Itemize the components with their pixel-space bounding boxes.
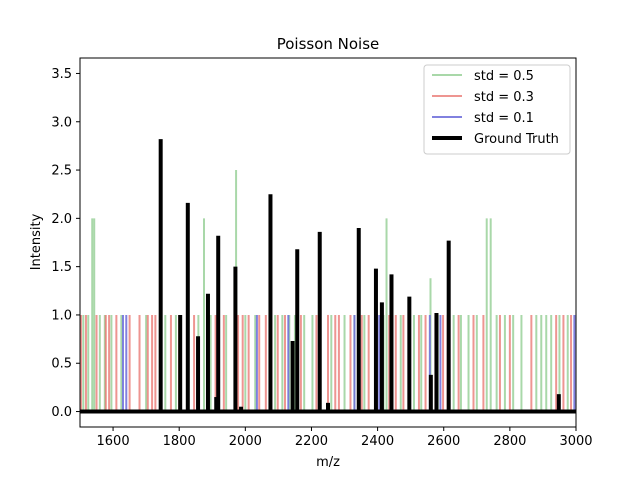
y-tick-label: 0.0 (51, 405, 72, 420)
y-tick-label: 3.5 (51, 67, 72, 82)
x-axis-label: m/z (316, 455, 340, 470)
x-tick-label: 1600 (97, 434, 130, 449)
y-axis-label: Intensity (29, 213, 44, 270)
y-tick-label: 0.5 (51, 357, 72, 372)
chart-title: Poisson Noise (277, 35, 380, 53)
legend: std = 0.5 std = 0.3 std = 0.1 Ground Truth (423, 64, 571, 155)
y-tick-label: 2.5 (51, 164, 72, 179)
series-std-0-5 (82, 170, 569, 412)
series-layer (79, 139, 576, 414)
legend-entry-label: std = 0.3 (474, 90, 534, 105)
y-tick-label: 1.0 (51, 308, 72, 323)
x-tick-label: 2400 (361, 434, 394, 449)
legend-entry-label: std = 0.1 (474, 111, 534, 126)
series-ground-truth (80, 139, 576, 414)
legend-box (423, 64, 571, 155)
x-axis: 1600 1800 2000 2200 2400 2600 2800 3000 (97, 427, 593, 449)
legend-entry-label: std = 0.5 (474, 69, 534, 84)
x-tick-label: 2200 (295, 434, 328, 449)
x-tick-label: 3000 (559, 434, 592, 449)
y-tick-label: 1.5 (51, 260, 72, 275)
x-tick-label: 2800 (493, 434, 526, 449)
x-tick-label: 2600 (427, 434, 460, 449)
x-tick-label: 1800 (163, 434, 196, 449)
legend-entry-label: Ground Truth (474, 132, 559, 147)
x-tick-label: 2000 (229, 434, 262, 449)
plot-frame (79, 57, 577, 428)
y-axis: 0.0 0.5 1.0 1.5 2.0 2.5 3.0 3.5 (51, 67, 80, 420)
y-tick-label: 2.0 (51, 212, 72, 227)
y-tick-label: 3.0 (51, 115, 72, 130)
